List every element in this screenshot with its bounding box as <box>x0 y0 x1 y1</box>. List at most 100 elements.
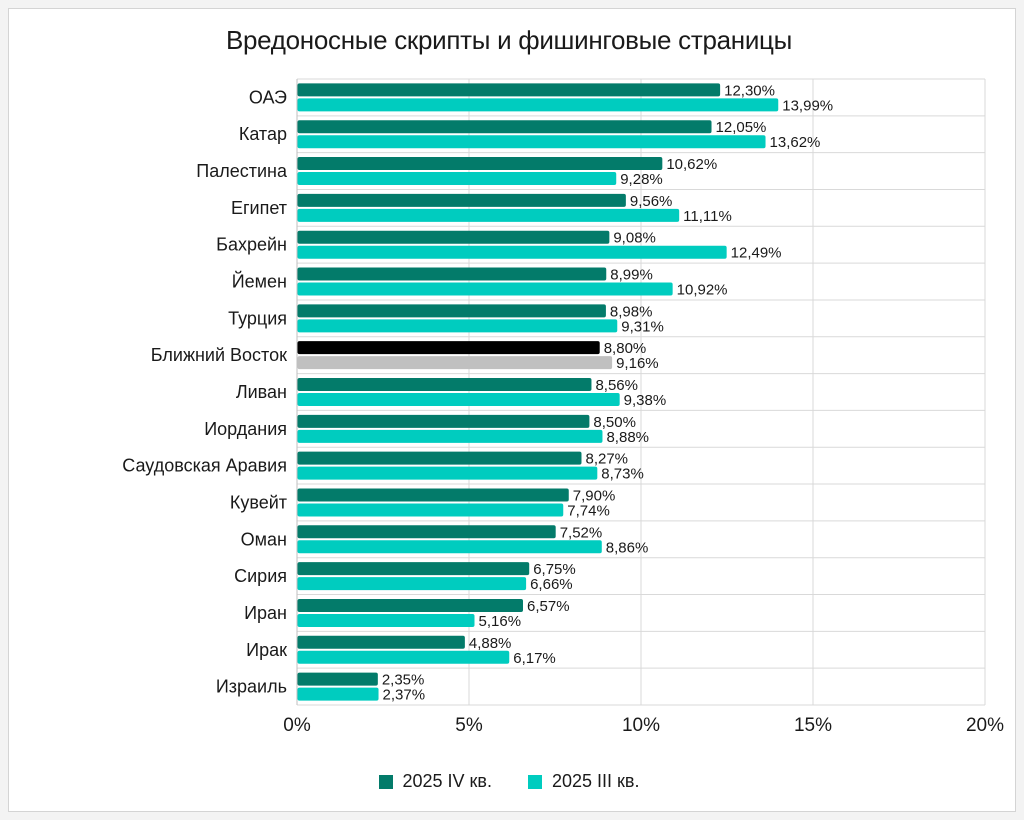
category-label: Кувейт <box>230 492 287 512</box>
data-label-series-2: 9,38% <box>624 392 667 409</box>
bar-series-2 <box>297 319 618 333</box>
data-label-series-1: 6,75% <box>533 561 576 578</box>
data-label-series-1: 8,27% <box>585 451 628 468</box>
data-label-series-1: 8,99% <box>610 267 653 284</box>
bar-series-2 <box>297 98 779 112</box>
category-label: Оман <box>241 529 287 549</box>
data-label-series-2: 2,37% <box>383 687 426 704</box>
data-label-series-2: 7,74% <box>567 502 610 519</box>
category-label: ОАЭ <box>249 87 287 107</box>
data-label-series-2: 10,92% <box>677 282 728 299</box>
legend: 2025 IV кв. 2025 III кв. <box>9 771 1009 792</box>
data-label-series-2: 8,86% <box>606 539 649 556</box>
bar-series-2 <box>297 613 475 627</box>
data-label-series-1: 2,35% <box>382 672 425 689</box>
bar-series-1 <box>297 83 721 97</box>
category-label: Йемен <box>232 271 287 292</box>
data-label-series-2: 13,99% <box>782 97 833 114</box>
bar-series-2 <box>297 466 598 480</box>
category-label: Саудовская Аравия <box>122 456 287 476</box>
bar-series-1 <box>297 451 582 465</box>
category-label: Ливан <box>236 382 287 402</box>
data-label-series-1: 6,57% <box>527 598 570 615</box>
bar-series-1 <box>297 157 663 171</box>
category-label: Иордания <box>204 419 287 439</box>
category-label: Израиль <box>216 677 287 697</box>
data-label-series-1: 10,62% <box>666 156 717 173</box>
x-tick-label: 20% <box>966 715 1004 736</box>
x-tick-label: 5% <box>455 715 483 736</box>
bar-series-2 <box>297 208 680 222</box>
bar-series-1 <box>297 230 610 244</box>
bar-series-1 <box>297 635 465 649</box>
x-tick-label: 10% <box>622 715 660 736</box>
bar-series-1 <box>297 120 712 134</box>
data-label-series-2: 11,11% <box>683 208 732 225</box>
data-label-series-2: 9,16% <box>616 355 659 372</box>
chart-card: Вредоносные скрипты и фишинговые страниц… <box>8 8 1016 812</box>
bar-series-1 <box>297 414 590 428</box>
data-label-series-1: 9,56% <box>630 193 673 210</box>
bar-series-1 <box>297 193 626 207</box>
legend-item-series-1: 2025 IV кв. <box>378 771 493 792</box>
bar-series-2 <box>297 577 527 591</box>
category-label: Сирия <box>234 566 287 586</box>
chart-title: Вредоносные скрипты и фишинговые страниц… <box>225 25 793 55</box>
bar-series-1 <box>297 488 569 502</box>
data-label-series-1: 8,50% <box>593 414 636 431</box>
bar-series-2 <box>297 245 727 259</box>
data-label-series-2: 5,16% <box>479 613 522 630</box>
category-label: Бахрейн <box>216 235 287 255</box>
bar-series-1 <box>297 525 556 539</box>
bar-series-2 <box>297 429 603 443</box>
legend-label-series-1: 2025 IV кв. <box>402 771 493 791</box>
data-label-series-2: 6,17% <box>513 650 556 667</box>
bar-series-1 <box>297 267 607 281</box>
data-label-series-1: 12,05% <box>716 119 767 136</box>
category-label: Иран <box>244 603 287 623</box>
legend-item-series-2: 2025 III кв. <box>528 771 640 792</box>
legend-label-series-2: 2025 III кв. <box>552 771 640 791</box>
category-label: Ближний Восток <box>151 345 287 365</box>
bar-series-1 <box>297 341 600 355</box>
bar-series-1 <box>297 672 378 686</box>
data-label-series-2: 13,62% <box>770 134 821 151</box>
data-label-series-1: 8,98% <box>610 303 653 320</box>
data-label-series-1: 8,56% <box>595 377 638 394</box>
data-label-series-2: 8,88% <box>606 429 649 446</box>
bar-series-1 <box>297 562 530 576</box>
category-label: Турция <box>228 308 287 328</box>
data-label-series-2: 9,28% <box>620 171 663 188</box>
bar-chart: 0% 5% 10% 15% 20%ОАЭ 12,30%13,99%Катар 12,05%1… <box>122 78 1004 736</box>
bar-series-2 <box>297 687 379 701</box>
category-label: Ирак <box>246 640 287 660</box>
data-label-series-1: 4,88% <box>469 635 512 652</box>
category-label: Египет <box>231 198 287 218</box>
bar-series-1 <box>297 304 606 318</box>
legend-swatch-series-2 <box>528 774 542 789</box>
data-label-series-2: 9,31% <box>621 318 664 335</box>
data-label-series-1: 12,30% <box>724 82 775 99</box>
data-label-series-1: 7,90% <box>573 487 616 504</box>
data-label-series-2: 6,66% <box>530 576 573 593</box>
legend-swatch-series-1 <box>378 774 393 789</box>
x-tick-label: 0% <box>283 715 311 736</box>
bar-series-2 <box>297 540 602 554</box>
bar-series-1 <box>297 378 592 391</box>
bar-series-1 <box>297 598 524 612</box>
data-label-series-1: 8,80% <box>604 340 647 357</box>
bar-series-2 <box>297 282 673 296</box>
category-label: Палестина <box>196 161 288 181</box>
data-label-series-2: 8,73% <box>601 466 644 483</box>
x-tick-label: 15% <box>794 715 832 736</box>
data-label-series-1: 9,08% <box>613 230 656 247</box>
bar-series-2 <box>297 503 564 517</box>
bar-series-2 <box>297 393 620 406</box>
bar-series-2 <box>297 650 510 664</box>
data-label-series-2: 12,49% <box>731 245 782 262</box>
data-label-series-1: 7,52% <box>560 524 603 541</box>
bar-series-2 <box>297 135 766 149</box>
category-label: Катар <box>239 124 287 144</box>
bar-series-2 <box>297 356 613 370</box>
bar-series-2 <box>297 172 617 186</box>
